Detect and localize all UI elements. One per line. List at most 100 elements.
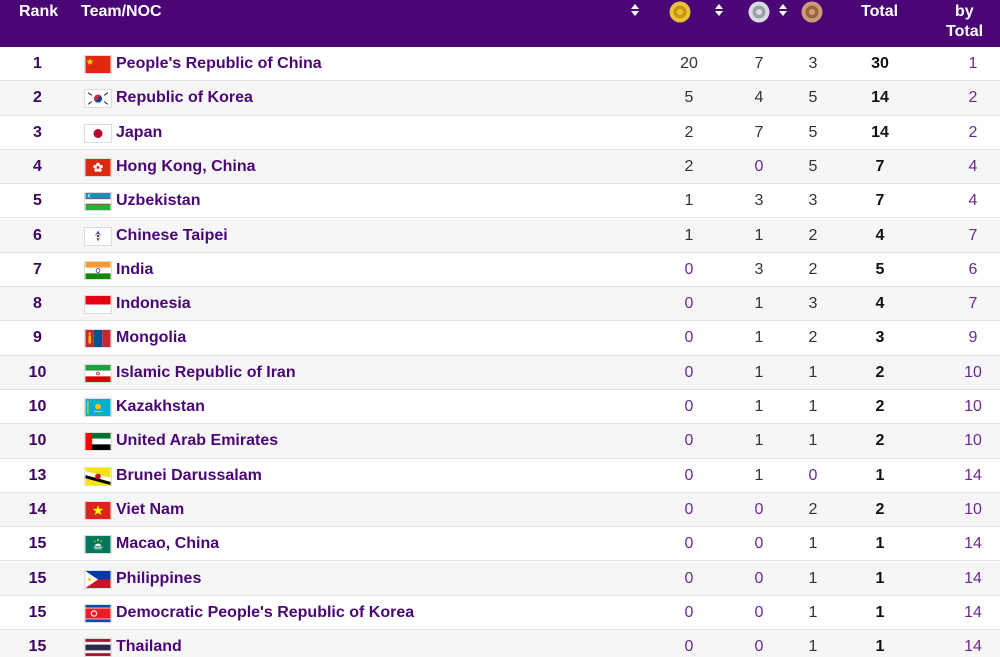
team-name-link[interactable]: Uzbekistan	[116, 192, 201, 210]
gold-count: 0	[684, 466, 694, 484]
bronze-count: 1	[808, 432, 818, 450]
silver-count: 3	[754, 260, 764, 278]
total-count: 1	[875, 603, 885, 621]
team-name-link[interactable]: United Arab Emirates	[116, 432, 279, 450]
rank-by-total: 14	[964, 535, 982, 553]
iran-flag-icon	[84, 363, 112, 383]
table-row: 15 Thailand 0 0 1 1 14	[0, 630, 1000, 657]
rank-by-total: 14	[964, 569, 982, 587]
bronze-medal-icon[interactable]	[801, 1, 823, 23]
rank-cell: 6	[33, 226, 42, 244]
team-name-link[interactable]: Philippines	[116, 569, 202, 587]
team-name-link[interactable]: Hong Kong, China	[116, 157, 256, 175]
silver-count: 1	[754, 398, 764, 415]
bronze-count: 0	[808, 466, 818, 484]
table-row: 15 Philippines 0 0 1 1 14	[0, 561, 1000, 596]
gold-count: 5	[684, 89, 694, 107]
table-row: 13 Brunei Darussalam 0 1 0 1 14	[0, 459, 1000, 493]
table-row: 3 Japan 2 7 5 14 2	[0, 116, 1000, 150]
bronze-count: 3	[808, 55, 818, 72]
bronze-count: 2	[808, 500, 818, 518]
rank-by-total: 6	[968, 260, 978, 278]
rank-header[interactable]: Rank	[19, 3, 59, 20]
rank-cell: 15	[28, 603, 47, 621]
total-count: 5	[875, 260, 885, 278]
team-name-link[interactable]: Republic of Korea	[116, 89, 253, 107]
total-count: 7	[875, 157, 885, 175]
table-row: 15 Democratic People's Republic of Korea…	[0, 596, 1000, 631]
rank-by-total: 2	[968, 89, 978, 107]
gold-count: 2	[684, 157, 694, 175]
gold-count: 0	[684, 329, 694, 347]
sort-icon[interactable]	[715, 4, 723, 16]
rank-by-total: 14	[964, 466, 982, 484]
uae-flag-icon	[84, 432, 112, 452]
table-row: 7 India 0 3 2 5 6	[0, 253, 1000, 288]
team-name-link[interactable]: Brunei Darussalam	[116, 466, 262, 484]
team-name-link[interactable]: Thailand	[116, 638, 182, 656]
team-name-link[interactable]: Japan	[116, 123, 163, 141]
silver-count: 0	[754, 535, 764, 553]
silver-medal-icon[interactable]	[748, 1, 770, 23]
vietnam-flag-icon	[84, 500, 112, 520]
gold-count: 0	[684, 603, 694, 621]
total-count: 1	[875, 535, 885, 553]
table-row: 8 Indonesia 0 1 3 4 7	[0, 287, 1000, 322]
table-header: Rank Team/NOC Total by Total	[0, 0, 1000, 47]
rank-by-total: 4	[968, 157, 978, 175]
rank-cell: 13	[28, 466, 47, 484]
rank-by-total: 10	[964, 398, 982, 415]
team-header[interactable]: Team/NOC	[81, 3, 162, 20]
bronze-count: 1	[808, 398, 818, 415]
silver-count: 4	[754, 89, 764, 107]
team-name-link[interactable]: Indonesia	[116, 295, 191, 313]
table-row: 9 Mongolia 0 1 2 3 9	[0, 321, 1000, 356]
gold-count: 0	[684, 363, 694, 381]
silver-count: 1	[754, 295, 764, 313]
table-row: 14 Viet Nam 0 0 2 2 10	[0, 492, 1000, 528]
rank-by-total-header-line1[interactable]: by	[955, 3, 974, 20]
table-row: 10 Kazakhstan 0 1 1 2 10	[0, 390, 1000, 425]
bronze-count: 5	[808, 157, 818, 175]
gold-count: 0	[684, 398, 694, 415]
gold-count: 0	[684, 295, 694, 313]
bronze-count: 3	[808, 192, 818, 210]
india-flag-icon	[84, 260, 112, 280]
team-name-link[interactable]: India	[116, 260, 154, 278]
total-count: 4	[875, 295, 885, 313]
team-name-link[interactable]: Viet Nam	[116, 500, 185, 518]
rank-by-total: 14	[964, 603, 982, 621]
team-name-link[interactable]: Chinese Taipei	[116, 226, 228, 244]
rank-cell: 10	[28, 432, 47, 450]
rank-by-total-header-line2[interactable]: Total	[946, 23, 984, 40]
mongolia-flag-icon	[84, 329, 112, 349]
team-name-link[interactable]: Islamic Republic of Iran	[116, 363, 296, 381]
indonesia-flag-icon	[84, 295, 112, 315]
total-count: 1	[875, 638, 885, 656]
bronze-count: 5	[808, 123, 818, 141]
sort-icon[interactable]	[779, 4, 787, 16]
philippines-flag-icon	[84, 569, 112, 589]
gold-count: 0	[684, 638, 694, 656]
gold-count: 1	[684, 192, 694, 210]
silver-count: 3	[754, 192, 764, 210]
gold-count: 20	[680, 55, 698, 72]
table-row: 1 People's Republic of China 20 7 3 30 1	[0, 47, 1000, 82]
brunei-flag-icon	[84, 466, 112, 486]
rank-cell: 3	[33, 123, 42, 141]
silver-count: 0	[754, 157, 764, 175]
team-name-link[interactable]: Macao, China	[116, 535, 220, 553]
team-name-link[interactable]: Democratic People's Republic of Korea	[116, 603, 415, 621]
sort-icon[interactable]	[631, 4, 639, 16]
table-row: 4 Hong Kong, China 2 0 5 7 4	[0, 149, 1000, 185]
japan-flag-icon	[84, 123, 112, 143]
team-name-link[interactable]: Kazakhstan	[116, 398, 205, 415]
bronze-count: 3	[808, 295, 818, 313]
gold-medal-icon[interactable]	[669, 1, 691, 23]
team-name-link[interactable]: People's Republic of China	[116, 55, 322, 72]
team-name-link[interactable]: Mongolia	[116, 329, 187, 347]
total-header[interactable]: Total	[861, 3, 899, 20]
rank-by-total: 1	[968, 55, 978, 72]
silver-count: 0	[754, 638, 764, 656]
table-row: 10 United Arab Emirates 0 1 1 2 10	[0, 424, 1000, 459]
